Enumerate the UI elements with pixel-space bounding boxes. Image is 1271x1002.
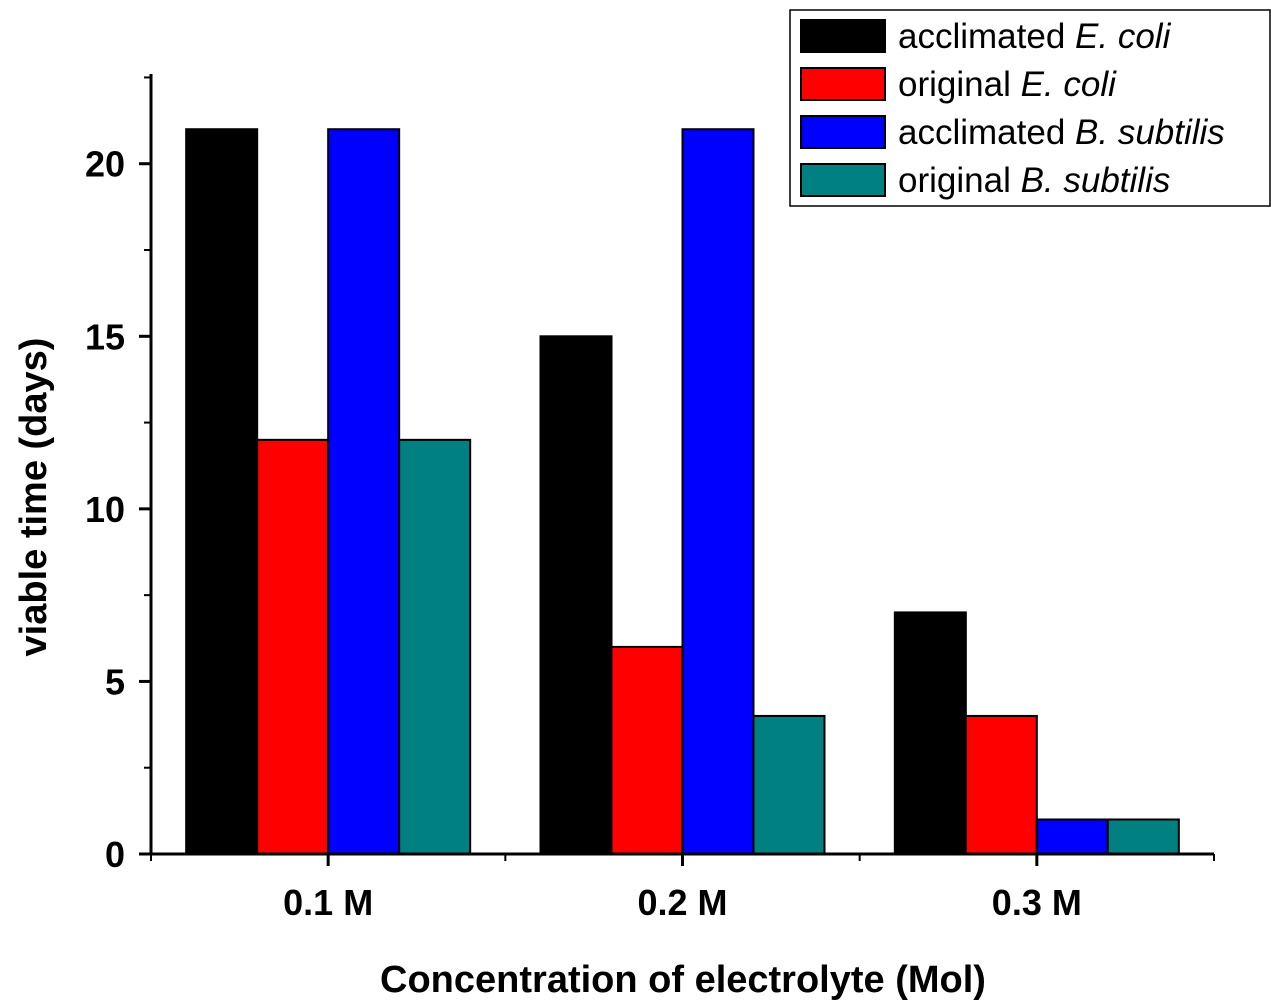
bar-4-1	[398, 438, 472, 855]
legend-swatch-4	[800, 163, 886, 197]
bar-2-2	[610, 645, 684, 855]
bar-3-3	[1035, 818, 1109, 856]
bar-1-2	[539, 335, 613, 855]
legend-label-4: original B. subtilis	[898, 161, 1170, 200]
legend: acclimated E. coli original E. coli acclim…	[789, 9, 1271, 207]
y-tick-label-3: 10	[85, 489, 125, 530]
bar-3-2	[681, 128, 755, 855]
y-tick-label-1: 0	[105, 834, 125, 875]
y-tick-label-4: 15	[85, 316, 125, 357]
legend-swatch-3	[800, 115, 886, 149]
bar-2-1	[256, 438, 330, 855]
x-tick-label-1: 0.1 M	[283, 882, 373, 923]
bar-2-3	[964, 714, 1038, 855]
x-tick-label-2: 0.2 M	[637, 882, 727, 923]
legend-label-1: acclimated E. coli	[898, 17, 1172, 56]
bar-4-2	[752, 714, 826, 855]
axes-group: 0 5 10 15 20 0.1 M 0.2 M 0.3 M	[85, 74, 1215, 923]
x-axis-title: Concentration of electrolyte (Mol)	[380, 959, 986, 1001]
y-axis-title: viable time (days)	[13, 338, 55, 657]
legend-swatch-1	[800, 19, 886, 53]
legend-label-3: acclimated B. subtilis	[898, 113, 1225, 152]
bar-1-1	[185, 128, 259, 855]
bar-4-3	[1106, 818, 1180, 856]
x-tick-label-3: 0.3 M	[992, 882, 1082, 923]
y-tick-label-5: 20	[85, 144, 125, 185]
bar-1-3	[893, 611, 967, 856]
legend-label-2: original E. coli	[898, 65, 1117, 104]
bar-3-1	[327, 128, 401, 855]
y-tick-label-2: 5	[105, 661, 125, 702]
legend-swatch-2	[800, 67, 886, 101]
bars-group	[185, 128, 1180, 856]
